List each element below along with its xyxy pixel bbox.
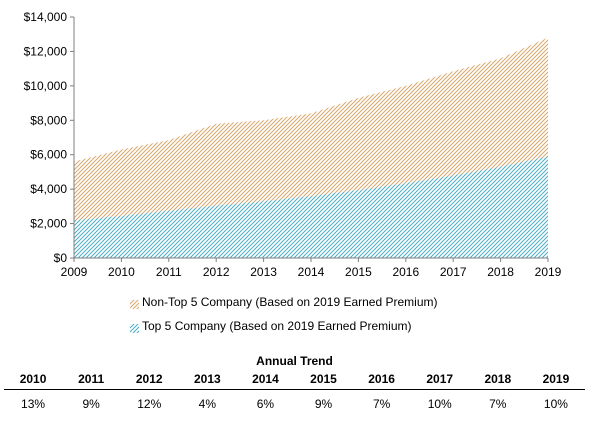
x-tick-label: 2016: [392, 265, 419, 279]
trend-value-cell: 10%: [427, 397, 452, 411]
area-top5-company: [74, 156, 548, 258]
trend-year-header: 2015: [294, 369, 353, 390]
y-tick-label: $12,000: [24, 44, 68, 58]
trend-value-cell: 10%: [543, 397, 568, 411]
y-tick-label: $10,000: [24, 79, 68, 93]
legend-label-non-top5: Non-Top 5 Company (Based on 2019 Earned …: [142, 295, 438, 309]
x-tick-label: 2010: [108, 265, 135, 279]
annual-trend-title: Annual Trend: [256, 354, 333, 368]
legend-item-top5: Top 5 Company (Based on 2019 Earned Prem…: [130, 319, 411, 333]
trend-year-header: 2016: [352, 369, 411, 390]
x-tick-label: 2012: [203, 265, 230, 279]
x-tick-label: 2019: [535, 265, 562, 279]
legend-label-top5: Top 5 Company (Based on 2019 Earned Prem…: [142, 319, 412, 333]
trend-value-cell: 7%: [372, 397, 391, 411]
x-tick-label: 2009: [61, 265, 88, 279]
stacked-area-chart: $0 $2,000 $4,000 $6,000 $8,000 $10,000 $12,000…: [24, 10, 562, 279]
y-tick-label: $8,000: [30, 113, 67, 127]
legend-swatch-non-top5: [130, 298, 139, 309]
trend-year-header: 2019: [526, 369, 585, 390]
y-tick-label: $0: [54, 251, 68, 265]
trend-header-row: 2010 2011 2012 2013 2014 2015 2016 2017 2018 2019: [4, 369, 585, 390]
y-tick-label: $14,000: [24, 10, 68, 24]
legend-swatch-top5: [130, 322, 139, 333]
legend-item-non-top5: Non-Top 5 Company (Based on 2019 Earned …: [130, 295, 438, 309]
x-tick-label: 2017: [440, 265, 467, 279]
trend-year-header: 2010: [4, 369, 63, 390]
trend-value-cell: 6%: [256, 397, 275, 411]
trend-value-cell: 9%: [314, 397, 333, 411]
trend-value-row: 13% 9% 12% 4% 6% 9% 7% 10% 7% 10%: [4, 390, 585, 419]
x-tick-label: 2018: [487, 265, 514, 279]
y-tick-label: $4,000: [30, 182, 67, 196]
annual-trend-table: 2010 2011 2012 2013 2014 2015 2016 2017 2018 2019…: [4, 369, 585, 418]
trend-year-header: 2011: [62, 369, 121, 390]
area-non-top5-company: [74, 37, 548, 221]
trend-year-header: 2017: [410, 369, 469, 390]
trend-year-header: 2012: [120, 369, 179, 390]
x-tick-label: 2013: [250, 265, 277, 279]
trend-value-cell: 4%: [198, 397, 216, 411]
trend-value-cell: 7%: [489, 397, 507, 411]
trend-year-header: 2014: [236, 369, 295, 390]
x-tick-label: 2014: [298, 265, 325, 279]
trend-value-cell: 9%: [82, 397, 100, 411]
x-tick-label: 2011: [156, 265, 182, 279]
x-tick-label: 2015: [345, 265, 372, 279]
trend-year-header: 2013: [178, 369, 237, 390]
trend-year-header: 2018: [468, 369, 527, 390]
trend-value-cell: 13%: [21, 397, 46, 411]
y-tick-label: $6,000: [30, 148, 67, 162]
trend-value-cell: 12%: [137, 397, 162, 411]
y-tick-label: $2,000: [30, 217, 67, 231]
